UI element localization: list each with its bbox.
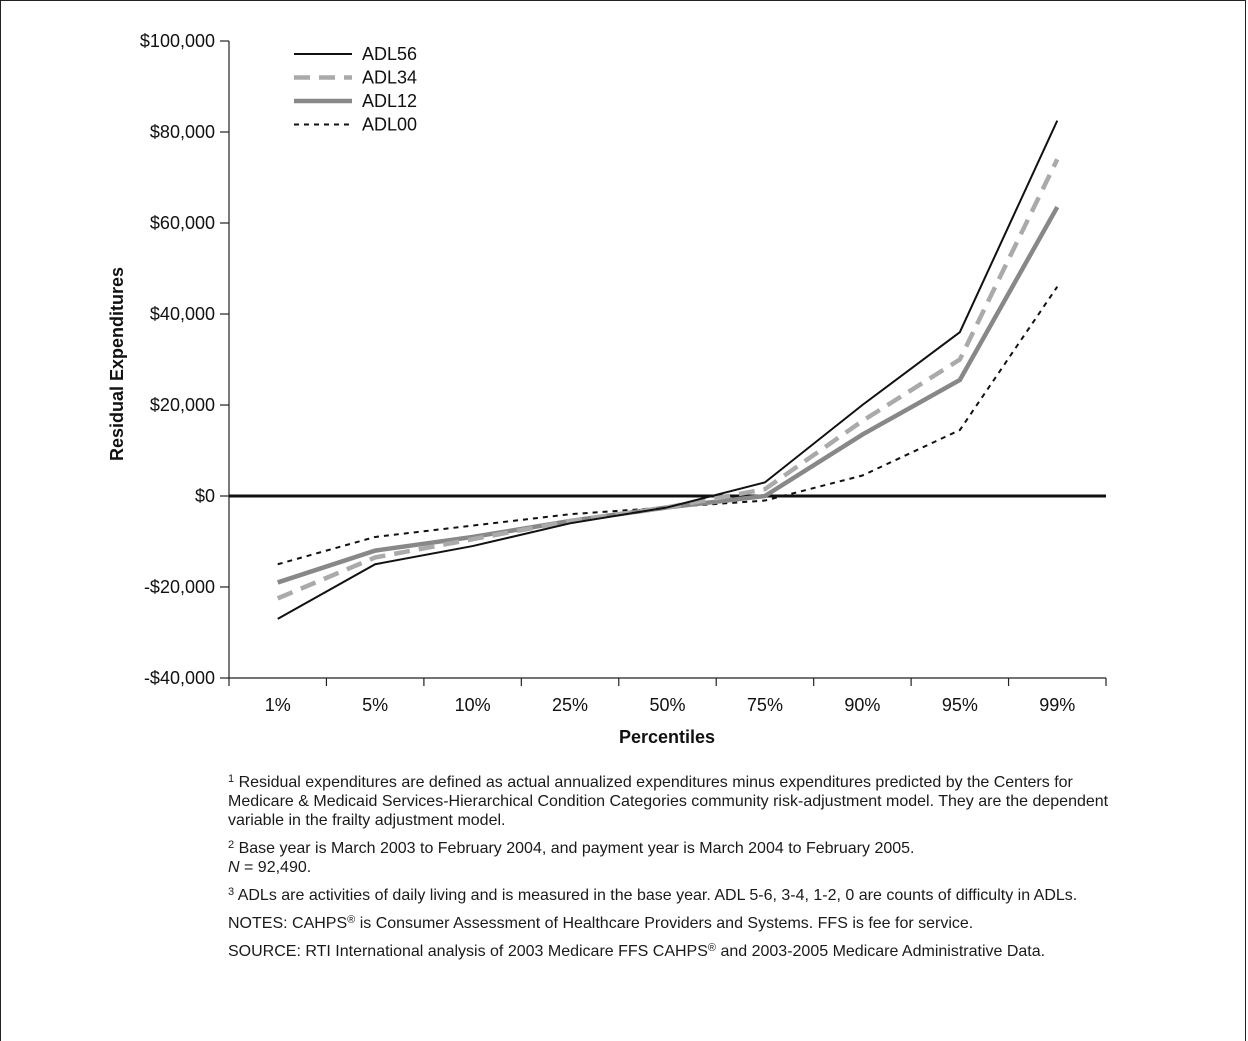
legend-label-adl56: ADL56 <box>362 44 417 64</box>
y-tick-label: $80,000 <box>150 122 215 142</box>
y-tick-label: $20,000 <box>150 395 215 415</box>
x-tick-label: 1% <box>265 695 291 715</box>
plot-area: $100,000 $80,000 $60,000 $40,000 $20,000 $0 -$… <box>140 31 1107 715</box>
series-line-adl00 <box>277 286 1059 566</box>
x-tick-label: 5% <box>362 695 388 715</box>
notes-line: NOTES: CAHPS® is Consumer Assessment of … <box>228 914 974 933</box>
x-tick-label: 50% <box>649 695 685 715</box>
y-tick-label: $0 <box>195 486 215 506</box>
legend-label-adl34: ADL34 <box>362 68 417 88</box>
x-tick-label: 95% <box>942 695 978 715</box>
footnotes: 1 Residual expenditures are defined as a… <box>228 773 1128 970</box>
x-tick-label: 25% <box>552 695 588 715</box>
source-line: SOURCE: RTI International analysis of 20… <box>228 942 1046 961</box>
legend-label-adl00: ADL00 <box>362 115 417 135</box>
y-tick-label: $100,000 <box>140 31 215 51</box>
footnote-3: 3 ADLs are activities of daily living an… <box>228 886 1078 905</box>
x-tick-label: 99% <box>1039 695 1075 715</box>
x-axis-title: Percentiles <box>619 727 715 747</box>
legend: ADL56 ADL34 ADL12 ADL00 <box>294 44 417 135</box>
x-tick-label: 90% <box>844 695 880 715</box>
footnote-1: 1 Residual expenditures are defined as a… <box>228 773 1109 830</box>
y-tick-label: -$40,000 <box>144 668 215 688</box>
footnote-2: 2 Base year is March 2003 to February 20… <box>228 839 915 877</box>
series-line-adl56 <box>277 120 1059 620</box>
y-tick-label: $40,000 <box>150 304 215 324</box>
x-tick-label: 75% <box>747 695 783 715</box>
series-line-adl34 <box>276 158 1060 601</box>
legend-label-adl12: ADL12 <box>362 91 417 111</box>
line-chart: $100,000 $80,000 $60,000 $40,000 $20,000 $0 -$… <box>107 31 1107 747</box>
series-line-adl12 <box>277 205 1060 585</box>
y-tick-label: $60,000 <box>150 213 215 233</box>
y-tick-label: -$20,000 <box>144 577 215 597</box>
x-tick-label: 10% <box>455 695 491 715</box>
y-axis-title: Residual Expenditures <box>107 267 127 461</box>
